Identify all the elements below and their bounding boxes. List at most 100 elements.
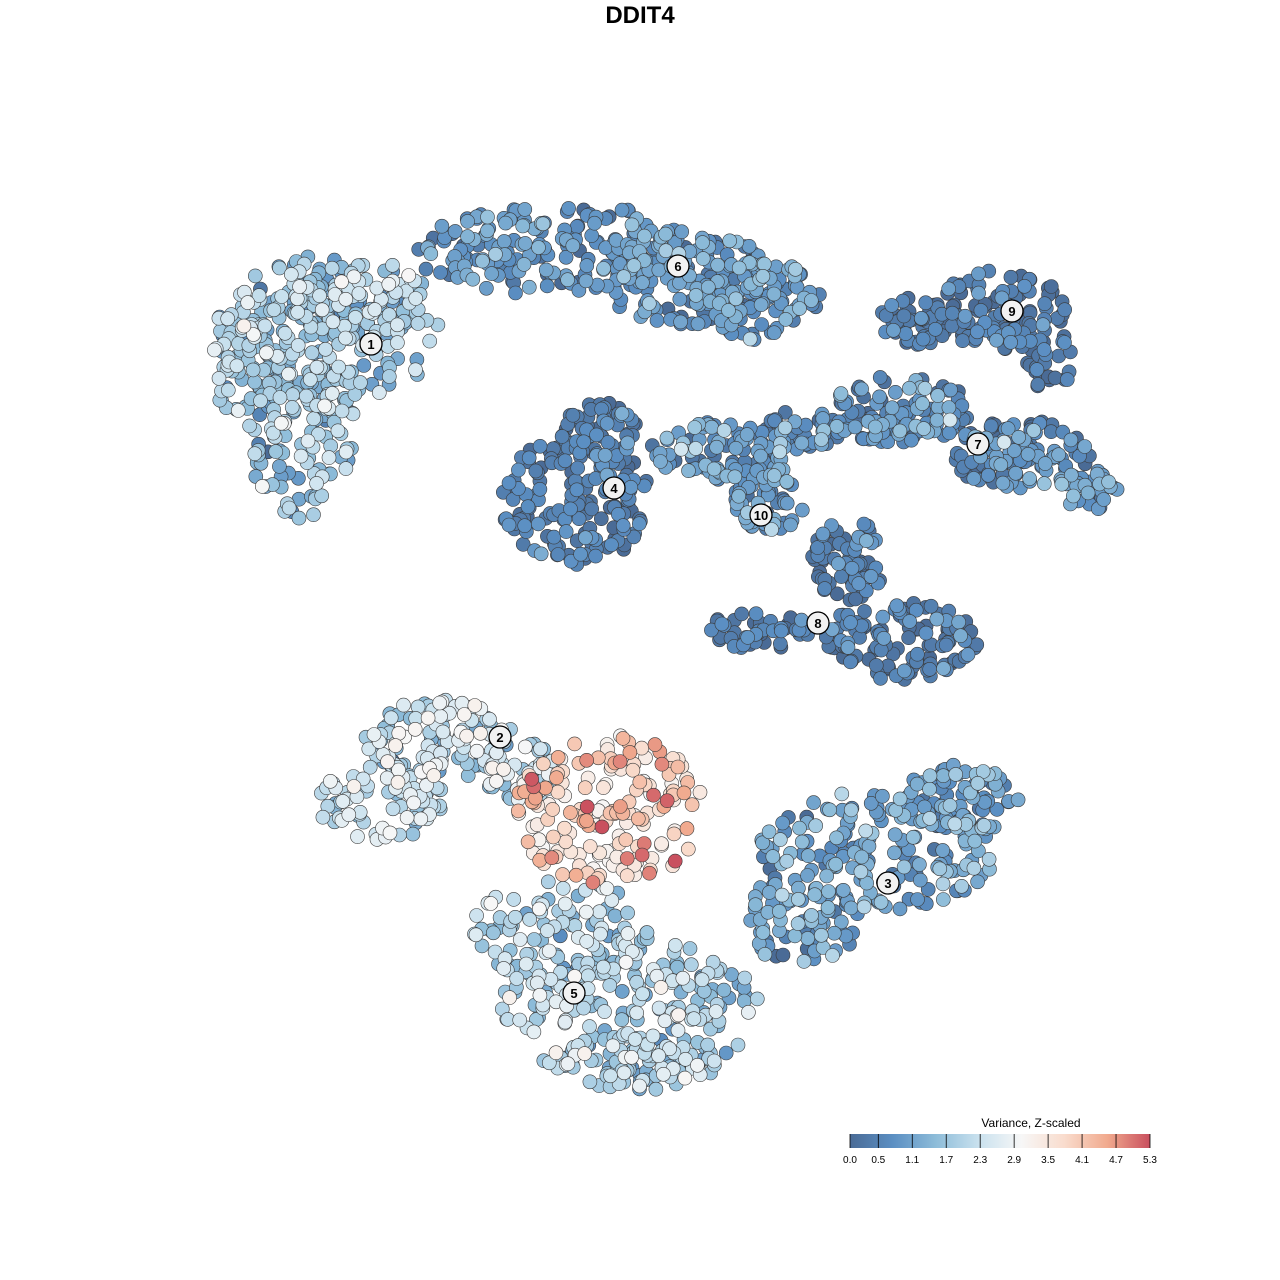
legend-tick-label: 2.3 bbox=[973, 1155, 987, 1166]
data-point bbox=[970, 775, 986, 791]
data-point bbox=[672, 291, 688, 307]
data-point bbox=[300, 433, 316, 449]
data-point bbox=[908, 602, 924, 618]
data-point bbox=[560, 1056, 576, 1071]
data-point bbox=[589, 427, 604, 443]
data-point bbox=[690, 316, 706, 332]
data-point bbox=[755, 268, 771, 284]
data-point bbox=[236, 318, 252, 334]
data-point bbox=[971, 266, 986, 282]
data-point bbox=[245, 362, 261, 378]
data-point bbox=[518, 956, 534, 972]
data-point bbox=[408, 291, 424, 306]
data-point bbox=[820, 900, 836, 915]
data-point bbox=[888, 384, 903, 400]
data-point bbox=[648, 1081, 664, 1097]
data-point bbox=[577, 780, 593, 796]
data-point bbox=[853, 864, 869, 880]
data-point bbox=[558, 834, 574, 850]
data-point bbox=[605, 1038, 621, 1054]
data-point bbox=[659, 430, 675, 446]
data-point bbox=[656, 1067, 671, 1082]
data-point bbox=[550, 547, 566, 562]
data-point bbox=[563, 805, 578, 820]
data-point bbox=[918, 625, 934, 641]
data-point bbox=[482, 711, 497, 727]
data-point bbox=[469, 908, 484, 923]
cluster-label-text: 6 bbox=[674, 259, 681, 274]
data-point bbox=[666, 826, 682, 842]
data-point bbox=[522, 912, 538, 927]
data-point bbox=[390, 317, 405, 333]
data-point bbox=[435, 724, 451, 740]
data-point bbox=[422, 333, 438, 349]
data-point bbox=[557, 453, 573, 469]
data-point bbox=[716, 982, 732, 998]
data-point bbox=[247, 374, 262, 390]
data-point bbox=[810, 540, 826, 555]
data-point bbox=[554, 429, 570, 444]
data-point bbox=[662, 1041, 677, 1056]
data-point bbox=[917, 381, 933, 396]
data-point bbox=[708, 1004, 724, 1019]
data-point bbox=[854, 849, 870, 865]
data-point bbox=[631, 516, 647, 532]
data-point bbox=[460, 214, 475, 229]
data-point bbox=[673, 441, 689, 457]
data-point bbox=[1010, 792, 1026, 808]
cluster-label-text: 3 bbox=[884, 876, 891, 891]
data-point bbox=[678, 1052, 693, 1067]
data-point bbox=[548, 1045, 564, 1060]
data-point bbox=[619, 851, 635, 866]
data-point bbox=[749, 991, 765, 1007]
data-point bbox=[331, 359, 346, 375]
data-point bbox=[579, 752, 595, 768]
data-point bbox=[511, 462, 526, 478]
data-point bbox=[383, 710, 399, 726]
cluster-label-9: 9 bbox=[1000, 299, 1024, 323]
data-point bbox=[596, 261, 611, 276]
data-point bbox=[268, 444, 284, 459]
data-point bbox=[423, 246, 439, 261]
data-point bbox=[947, 816, 963, 832]
data-point bbox=[479, 280, 494, 296]
data-point bbox=[614, 406, 630, 421]
cluster-label-7: 7 bbox=[966, 432, 990, 456]
data-point bbox=[851, 576, 867, 591]
data-point bbox=[679, 821, 695, 836]
data-point bbox=[277, 325, 293, 341]
data-point bbox=[1057, 302, 1072, 318]
data-point bbox=[635, 986, 650, 1002]
data-point bbox=[509, 971, 525, 986]
data-point bbox=[1077, 439, 1092, 454]
data-point bbox=[790, 891, 806, 907]
data-point bbox=[346, 269, 362, 285]
data-point bbox=[794, 612, 809, 628]
data-point bbox=[843, 654, 858, 670]
data-point bbox=[694, 972, 710, 988]
data-point bbox=[854, 381, 869, 397]
data-point bbox=[512, 1012, 528, 1028]
cluster-labels: 1 2 3 4 5 6 7 8 9 10 bbox=[359, 254, 1024, 1005]
data-point bbox=[582, 1074, 598, 1090]
data-point bbox=[905, 829, 921, 845]
data-point bbox=[324, 386, 340, 401]
data-point bbox=[240, 295, 255, 310]
data-point bbox=[989, 802, 1005, 817]
data-point bbox=[626, 258, 642, 273]
data-point bbox=[843, 615, 858, 630]
cluster-label-8: 8 bbox=[806, 611, 830, 635]
data-point bbox=[426, 768, 442, 783]
data-point bbox=[501, 475, 517, 491]
data-point bbox=[935, 843, 951, 858]
data-point bbox=[966, 860, 982, 876]
data-point bbox=[755, 835, 770, 851]
data-point bbox=[517, 236, 533, 251]
data-point bbox=[1026, 423, 1041, 438]
cluster-label-2: 2 bbox=[488, 725, 512, 749]
data-point bbox=[526, 1024, 542, 1040]
data-point bbox=[626, 529, 642, 545]
data-point bbox=[692, 784, 708, 800]
legend-tick-label: 1.7 bbox=[939, 1155, 953, 1166]
data-point bbox=[817, 581, 833, 596]
